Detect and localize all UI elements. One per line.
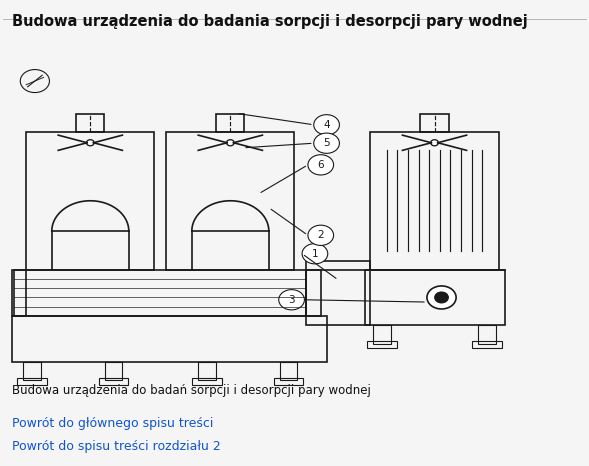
Bar: [216, 114, 244, 132]
Bar: [198, 362, 216, 380]
Bar: [105, 362, 123, 380]
Circle shape: [87, 140, 94, 146]
Bar: [365, 270, 505, 325]
Text: 3: 3: [288, 295, 295, 305]
Bar: [370, 132, 499, 270]
Circle shape: [427, 286, 456, 309]
Bar: [306, 270, 321, 316]
Circle shape: [308, 225, 333, 246]
Text: Powrót do spisu treści rozdziału 2: Powrót do spisu treści rozdziału 2: [12, 440, 220, 453]
Text: 1: 1: [312, 249, 318, 259]
Circle shape: [279, 290, 305, 310]
Text: 2: 2: [317, 230, 324, 240]
Text: 6: 6: [317, 160, 324, 170]
Circle shape: [302, 244, 327, 264]
Bar: [17, 378, 47, 385]
Bar: [12, 270, 26, 316]
Bar: [23, 362, 41, 380]
Circle shape: [431, 140, 438, 146]
Bar: [306, 260, 370, 325]
Text: Budowa urządzenia do badania sorpcji i desorpcji pary wodnej: Budowa urządzenia do badania sorpcji i d…: [12, 14, 528, 29]
Circle shape: [435, 292, 448, 302]
Text: Powrót do głównego spisu treści: Powrót do głównego spisu treści: [12, 417, 213, 430]
Bar: [421, 114, 449, 132]
Bar: [368, 341, 396, 348]
Bar: [166, 132, 294, 270]
Circle shape: [314, 133, 339, 153]
Bar: [373, 325, 391, 343]
Circle shape: [314, 115, 339, 135]
Bar: [12, 316, 326, 362]
Bar: [76, 114, 104, 132]
Bar: [193, 378, 221, 385]
Bar: [26, 132, 154, 270]
Bar: [99, 378, 128, 385]
Bar: [274, 378, 303, 385]
Text: Budowa urządzenia do badań sorpcji i desorpcji pary wodnej: Budowa urządzenia do badań sorpcji i des…: [12, 384, 370, 397]
Bar: [478, 325, 496, 343]
Bar: [15, 270, 306, 316]
Text: 5: 5: [323, 138, 330, 148]
Circle shape: [226, 140, 234, 146]
Bar: [472, 341, 502, 348]
Text: 4: 4: [323, 120, 330, 130]
Bar: [280, 362, 297, 380]
Circle shape: [308, 155, 333, 175]
